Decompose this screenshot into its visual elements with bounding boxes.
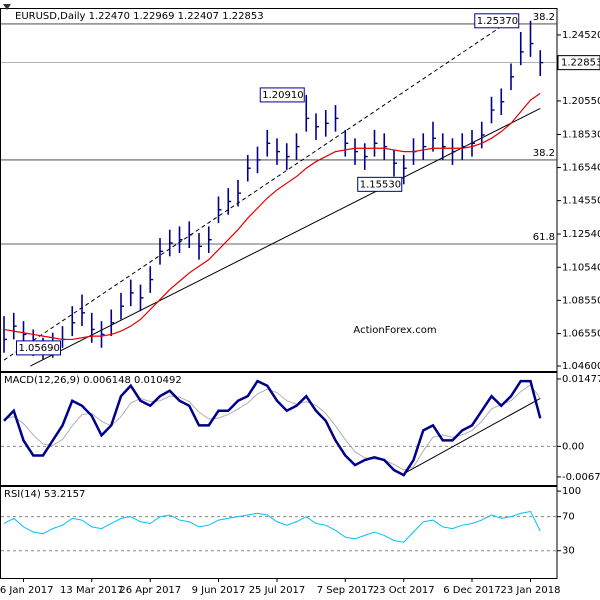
panel-title: RSI(14) 53.2157 xyxy=(4,489,85,500)
x-tick-label: 26 Jan 2017 xyxy=(0,585,53,596)
annotation-box xyxy=(357,176,403,192)
y-tick-label: 1.16540 xyxy=(562,163,600,174)
x-tick-label: 9 Jun 2017 xyxy=(192,585,246,596)
x-tick-label: 25 Jul 2017 xyxy=(249,585,306,596)
y-tick-label: 1.12540 xyxy=(562,229,600,240)
fib-label: 61.8 xyxy=(533,232,555,243)
y-tick-label: 70 xyxy=(562,512,575,523)
y-tick-label: 1.24520 xyxy=(562,30,600,41)
x-tick-label: 13 Mar 2017 xyxy=(60,585,123,596)
x-tick-label: 26 Apr 2017 xyxy=(119,585,181,596)
y-tick-label: 1.08550 xyxy=(562,295,600,306)
panel-frame xyxy=(0,486,558,579)
indicator-line xyxy=(3,379,542,477)
y-tick-label: 1.18530 xyxy=(562,129,600,140)
y-tick-label: 1.04600 xyxy=(562,361,600,372)
y-tick-label: -0.006705 xyxy=(562,472,600,483)
current-price-box xyxy=(557,55,600,71)
x-tick-label: 23 Oct 2017 xyxy=(373,585,435,596)
x-tick-label: 7 Sep 2017 xyxy=(317,585,374,596)
trendline xyxy=(3,19,512,361)
annotation-label: 1.25370 xyxy=(477,16,518,27)
y-tick-label: 30 xyxy=(562,546,575,557)
fib-label: 38.2 xyxy=(533,12,555,23)
indicator-line xyxy=(3,510,541,543)
panel-title: EURUSD,Daily 1.22470 1.22969 1.22407 1.2… xyxy=(15,11,264,22)
annotation-box xyxy=(474,13,520,29)
annotation-label: 1.15530 xyxy=(360,179,401,190)
annotation-label: 1.05690 xyxy=(19,343,60,354)
trendline xyxy=(403,398,541,475)
panel-title: MACD(12,26,9) 0.006148 0.010492 xyxy=(4,375,182,386)
y-tick-label: 0.014776 xyxy=(562,374,600,385)
annotation-box xyxy=(16,340,61,356)
panel-frame xyxy=(0,372,558,486)
y-tick-label: 1.10540 xyxy=(562,262,600,273)
fib-label: 38.2 xyxy=(533,148,555,159)
moving-average xyxy=(3,92,541,341)
annotation-label: 1.20910 xyxy=(262,90,303,101)
y-tick-label: 0.00 xyxy=(562,441,584,452)
panel-frame xyxy=(0,8,558,372)
title-icon xyxy=(3,4,11,10)
x-tick-label: 6 Dec 2017 xyxy=(443,585,501,596)
y-tick-label: 1.14550 xyxy=(562,196,600,207)
y-tick-label: 100 xyxy=(562,486,581,497)
y-tick-label: 1.20550 xyxy=(562,96,600,107)
x-tick-label: 23 Jan 2018 xyxy=(501,585,561,596)
annotation-box xyxy=(259,87,305,103)
watermark: ActionForex.com xyxy=(353,325,436,336)
y-tick-label: 1.06550 xyxy=(562,329,600,340)
current-price-label: 1.22853 xyxy=(561,58,600,69)
